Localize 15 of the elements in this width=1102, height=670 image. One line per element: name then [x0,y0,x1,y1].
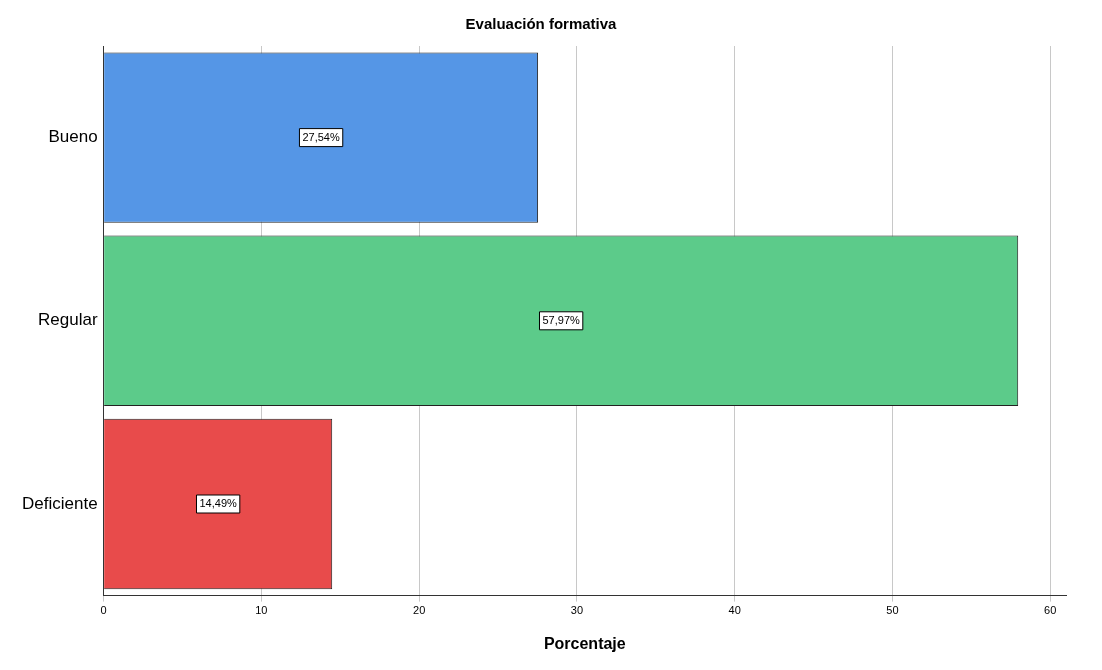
x-tick-label: 20 [413,604,426,617]
x-tick-label: 30 [570,604,584,617]
y-tick-label: Deficiente [21,493,98,513]
chart-title: Evaluación formativa [465,15,618,33]
x-tick-label: 40 [728,604,741,617]
x-tick-label: 60 [1044,604,1057,617]
data-label: 14,49% [199,497,238,510]
x-tick-label: 10 [255,604,268,617]
x-tick-label: 50 [886,604,899,617]
data-label: 57,97% [542,313,581,326]
x-axis-title: Porcentaje [543,634,626,652]
x-tick-label: 0 [100,604,107,617]
y-tick-label: Bueno [48,127,98,147]
data-label: 27,54% [302,130,340,143]
y-tick-label: Regular [38,310,98,330]
